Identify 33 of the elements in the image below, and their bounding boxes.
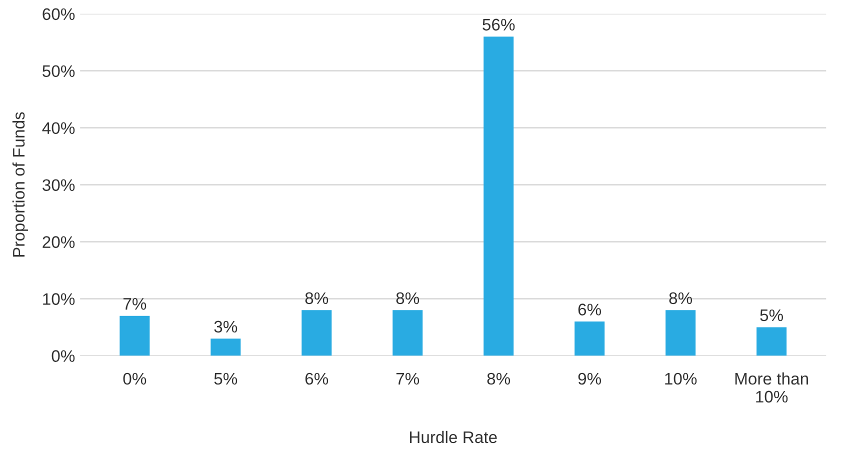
x-tick-label: 5% xyxy=(214,372,238,385)
data-label: 7% xyxy=(123,298,146,310)
y-tick-label: 10% xyxy=(43,293,75,305)
x-tick-label: 7% xyxy=(396,372,420,385)
x-tick-label: 0% xyxy=(123,372,146,385)
data-label: 8% xyxy=(305,292,328,304)
bar xyxy=(392,310,423,356)
data-label: 5% xyxy=(760,309,783,322)
bar xyxy=(484,36,514,356)
x-tick-label: 8% xyxy=(487,372,510,385)
x-tick-label: More than 10% xyxy=(735,372,808,403)
data-label: 56% xyxy=(482,18,515,31)
y-tick-label: 40% xyxy=(42,122,75,134)
data-label: 3% xyxy=(214,320,238,333)
bar xyxy=(120,316,150,356)
y-axis-title: Proportion of Funds xyxy=(12,112,28,257)
x-tick-label: 10% xyxy=(665,372,697,385)
y-tick-label: 30% xyxy=(42,179,75,192)
bar xyxy=(302,310,332,356)
bar xyxy=(756,327,787,356)
bar xyxy=(210,338,241,356)
bar xyxy=(574,322,605,356)
y-tick-label: 20% xyxy=(42,236,75,248)
data-label: 6% xyxy=(578,304,602,316)
y-tick-label: 60% xyxy=(42,8,75,20)
data-label: 8% xyxy=(396,292,420,304)
data-label: 8% xyxy=(669,292,692,304)
x-tick-label: 6% xyxy=(305,372,328,385)
x-axis-title: Hurdle Rate xyxy=(410,430,497,444)
bar xyxy=(666,310,696,356)
y-tick-label: 50% xyxy=(42,65,75,78)
x-tick-label: 9% xyxy=(578,372,602,385)
y-tick-label: 0% xyxy=(52,350,75,362)
